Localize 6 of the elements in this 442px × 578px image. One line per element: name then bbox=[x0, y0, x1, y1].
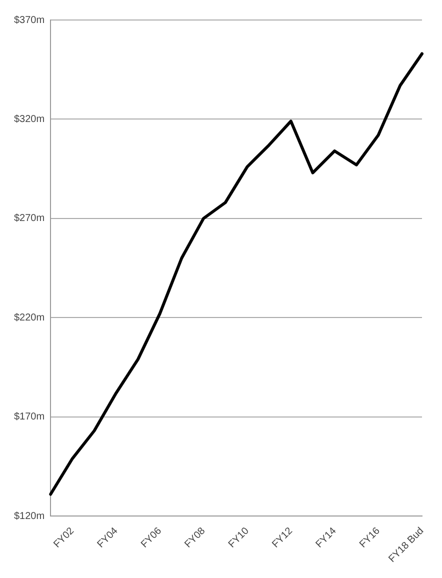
y-tick-label: $120m bbox=[14, 510, 45, 522]
y-tick-label: $370m bbox=[14, 14, 45, 26]
y-tick-label: $220m bbox=[14, 312, 45, 324]
y-tick-label: $170m bbox=[14, 412, 45, 423]
y-tick-label: $270m bbox=[14, 213, 45, 224]
y-tick-label: $320m bbox=[14, 114, 45, 125]
